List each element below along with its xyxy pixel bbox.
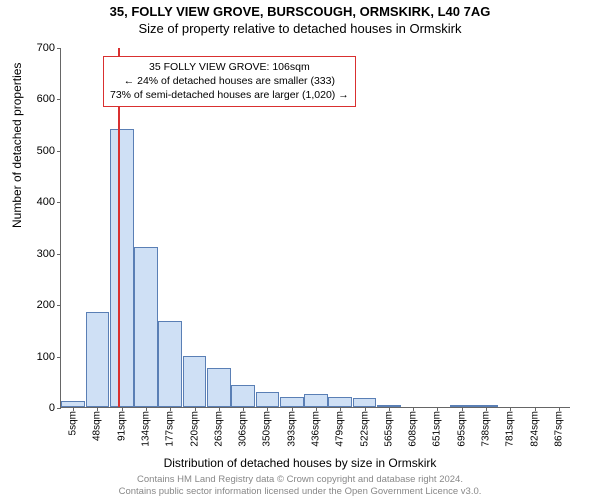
x-tick-label: 48sqm [92,411,103,441]
x-tick-label: 263sqm [213,411,224,447]
y-tick-mark [57,151,61,152]
footer-line-2: Contains public sector information licen… [0,486,600,498]
address-title: 35, FOLLY VIEW GROVE, BURSCOUGH, ORMSKIR… [0,4,600,19]
histogram-bar [207,368,231,407]
info-box-line: 73% of semi-detached houses are larger (… [110,88,349,102]
histogram-bar [304,394,328,407]
info-box-line: ← 24% of detached houses are smaller (33… [110,74,349,88]
y-tick-label: 500 [37,145,55,157]
histogram-bar [134,247,158,407]
histogram-bar [110,129,134,407]
y-tick-label: 100 [37,351,55,363]
y-tick-mark [57,254,61,255]
y-tick-mark [57,202,61,203]
y-tick-mark [57,357,61,358]
subtitle: Size of property relative to detached ho… [0,21,600,36]
x-axis-label: Distribution of detached houses by size … [0,456,600,470]
y-tick-label: 0 [49,402,55,414]
y-tick-mark [57,48,61,49]
histogram-bar [353,398,377,407]
footer: Contains HM Land Registry data © Crown c… [0,474,600,498]
x-tick-label: 479sqm [335,411,346,447]
footer-line-1: Contains HM Land Registry data © Crown c… [0,474,600,486]
x-tick-label: 867sqm [553,411,564,447]
y-axis-label: Number of detached properties [10,63,24,228]
x-tick-label: 565sqm [383,411,394,447]
x-tick-label: 350sqm [262,411,273,447]
x-tick-label: 393sqm [286,411,297,447]
x-tick-label: 5sqm [68,411,79,435]
y-tick-label: 700 [37,42,55,54]
histogram-bar [256,392,280,407]
x-tick-label: 738sqm [481,411,492,447]
x-tick-label: 306sqm [238,411,249,447]
x-tick-label: 608sqm [408,411,419,447]
x-tick-label: 522sqm [359,411,370,447]
plot-region: 01002003004005006007005sqm48sqm91sqm134s… [60,48,570,408]
y-tick-label: 300 [37,248,55,260]
x-tick-label: 695sqm [456,411,467,447]
chart-area: 01002003004005006007005sqm48sqm91sqm134s… [60,48,570,408]
x-tick-label: 220sqm [189,411,200,447]
histogram-bar [231,385,255,407]
x-tick-label: 134sqm [141,411,152,447]
histogram-bar [328,397,352,407]
y-tick-mark [57,305,61,306]
x-tick-label: 781sqm [505,411,516,447]
x-tick-label: 651sqm [432,411,443,447]
x-tick-label: 177sqm [165,411,176,447]
y-tick-label: 600 [37,93,55,105]
y-tick-mark [57,99,61,100]
histogram-bar [280,397,304,407]
y-tick-mark [57,408,61,409]
x-tick-label: 91sqm [116,411,127,441]
chart-header: 35, FOLLY VIEW GROVE, BURSCOUGH, ORMSKIR… [0,0,600,36]
histogram-bar [183,356,207,407]
info-box-line: 35 FOLLY VIEW GROVE: 106sqm [110,60,349,74]
property-info-box: 35 FOLLY VIEW GROVE: 106sqm← 24% of deta… [103,56,356,107]
histogram-bar [158,321,182,407]
y-tick-label: 400 [37,196,55,208]
x-tick-label: 824sqm [529,411,540,447]
x-tick-label: 436sqm [311,411,322,447]
histogram-bar [86,312,110,407]
y-tick-label: 200 [37,299,55,311]
